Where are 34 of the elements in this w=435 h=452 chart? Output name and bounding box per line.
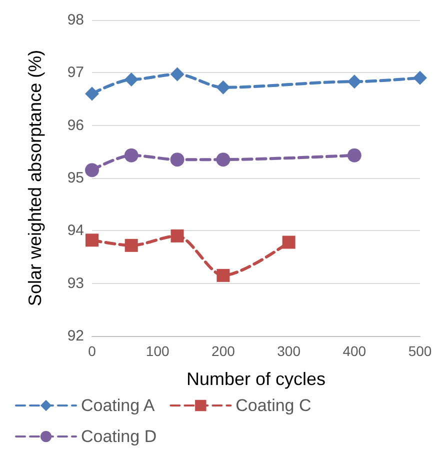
point: [85, 86, 99, 101]
point: [347, 148, 362, 162]
x-tick-label: 300: [277, 343, 301, 359]
x-axis-title: Number of cycles: [186, 369, 326, 389]
x-tick-label: 500: [408, 343, 432, 359]
point: [86, 234, 98, 247]
y-tick-label: 96: [67, 116, 84, 134]
x-tick-label: 400: [342, 343, 366, 359]
x-tick-label: 100: [146, 343, 170, 359]
point: [216, 80, 230, 94]
point: [124, 238, 138, 252]
point: [85, 163, 99, 178]
point: [170, 67, 184, 82]
y-tick-label: 93: [67, 274, 84, 292]
y-tick-label: 98: [67, 12, 84, 28]
legend-label: Coating C: [236, 396, 312, 415]
legend-label: Coating A: [81, 396, 156, 415]
y-tick-label: 95: [67, 170, 84, 186]
x-tick-label: 0: [88, 343, 96, 359]
point: [170, 229, 184, 242]
y-tick-label: 92: [67, 328, 84, 344]
point: [282, 236, 296, 249]
point: [413, 70, 427, 85]
legend-label: Coating D: [81, 427, 157, 446]
point: [216, 268, 230, 282]
x-tick-label: 200: [212, 343, 236, 359]
point: [170, 152, 184, 167]
y-tick-label: 94: [67, 222, 84, 240]
point: [124, 72, 138, 87]
point: [347, 74, 362, 89]
y-tick-label: 97: [67, 64, 84, 82]
point: [124, 148, 138, 162]
point: [216, 152, 230, 167]
y-axis-title: Solar weighted absorptance (%): [25, 50, 45, 306]
